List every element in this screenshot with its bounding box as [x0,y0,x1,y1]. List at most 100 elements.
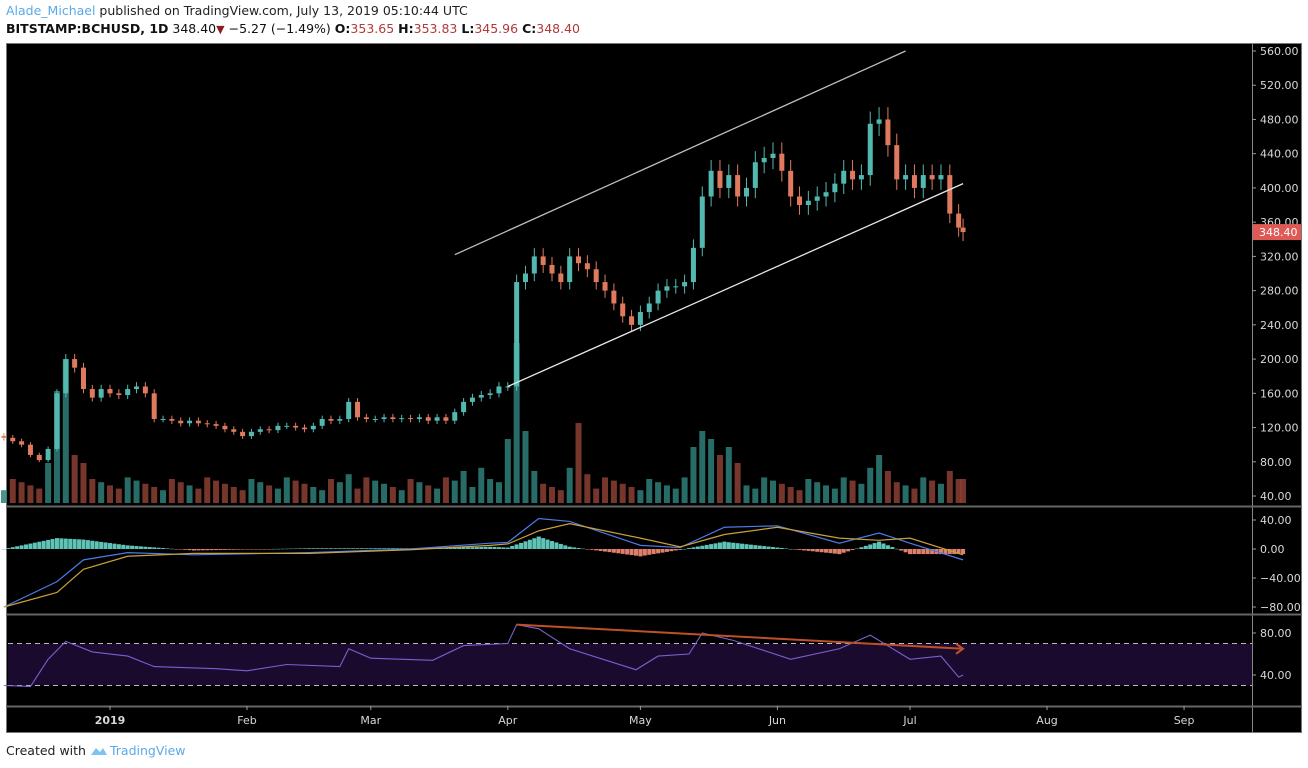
macd-histogram-bar [28,543,33,549]
macd-histogram-bar [315,548,320,549]
close-value: 348.40 [536,21,580,36]
tradingview-link[interactable]: TradingView [90,743,186,758]
x-tick-label: Aug [1036,714,1057,727]
y-tick-label: 320.00 [1260,250,1299,263]
candle-body [514,282,520,387]
macd-histogram-bar [793,549,798,550]
candle-body [867,123,873,176]
volume-bar [0,490,7,503]
macd-histogram-bar [819,549,824,553]
candle-body [1,435,7,438]
x-tick-label: Sep [1174,714,1195,727]
macd-histogram-bar [399,548,404,549]
macd-histogram-bar [766,546,771,549]
volume-bar [389,487,396,503]
macd-histogram-bar [810,549,815,552]
macd-histogram-bar [545,539,550,549]
candle-body [779,153,785,171]
volume-bar [690,447,697,503]
macd-histogram-bar [90,540,95,549]
candle-body [116,393,122,396]
macd-histogram-bar [245,549,250,550]
macd-histogram-bar [258,549,263,550]
candle-body [646,303,652,313]
candle-body [593,269,599,283]
macd-histogram-bar [108,543,112,549]
macd-histogram-bar [797,549,802,550]
volume-bar [672,488,679,503]
candle-body [98,389,104,398]
candle-body [416,417,422,419]
macd-histogram-bar [678,549,683,550]
macd-histogram-bar [881,543,886,549]
macd-histogram-bar [337,548,342,549]
candle-body [452,412,458,421]
candle-body [505,386,511,388]
macd-histogram-bar [37,541,42,549]
volume-bar [531,471,538,503]
volume-bar [796,490,803,503]
volume-bar [955,479,962,503]
macd-histogram-bar [651,549,656,555]
macd-histogram-bar [41,540,46,549]
macd-histogram-bar [351,548,356,549]
macd-histogram-bar [24,544,29,549]
candle-body [10,437,16,442]
candle-body [125,389,131,396]
macd-histogram-bar [32,542,37,549]
candle-body [151,393,157,419]
y-tick-label: 280.00 [1260,285,1299,298]
candle-body [478,395,484,398]
macd-histogram-bar [134,546,139,549]
candle-body [947,175,953,214]
volume-bar [151,487,158,503]
macd-histogram-bar [311,548,316,549]
macd-histogram-bar [757,545,762,549]
volume-bar [221,483,228,503]
macd-histogram-bar [222,549,227,550]
macd-histogram-bar [656,549,661,554]
volume-bar [71,455,78,503]
volume-bar [98,482,105,503]
volume-bar [549,487,555,503]
volume-bar [699,431,706,503]
high-label: H: [398,21,414,36]
macd-histogram-bar [921,549,926,555]
last-price-tag [1253,224,1301,241]
x-tick-label: Jul [902,714,916,727]
author-link[interactable]: Alade_Michael [6,3,96,18]
macd-histogram-bar [673,549,678,551]
macd-histogram-bar [890,547,895,549]
macd-histogram-bar [589,549,594,550]
macd-histogram-bar [731,542,736,549]
volume-bar [770,480,776,503]
high-value: 353.83 [413,21,458,36]
volume-bar [9,479,16,503]
candle-body [293,425,299,428]
volume-bar [469,487,476,503]
macd-histogram-bar [253,549,258,550]
x-tick-label: Mar [360,714,381,727]
macd-histogram-bar [6,548,11,549]
candle-body [19,441,25,445]
macd-histogram-bar [72,539,77,549]
macd-histogram-bar [174,549,179,550]
macd-histogram-bar [483,546,488,549]
volume-bar [752,488,759,503]
macd-histogram-bar [280,548,285,550]
candle-body [195,420,201,424]
candle-body [372,418,378,420]
macd-histogram-bar [726,542,731,549]
macd-histogram-bar [298,548,303,549]
rsi-tick-label: 80.00 [1260,627,1292,640]
candle-body [248,431,254,437]
macd-histogram-bar [112,543,117,549]
macd-histogram-bar [505,547,510,549]
candle-body [169,418,175,421]
candle-body [107,389,113,394]
volume-bar [840,477,847,503]
macd-histogram-bar [156,547,161,549]
volume-bar [778,483,785,503]
volume-bar [195,488,202,503]
